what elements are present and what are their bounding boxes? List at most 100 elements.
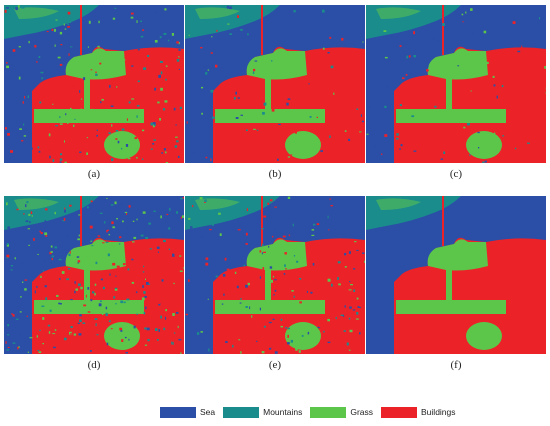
noise-speck: [111, 221, 114, 225]
noise-speck: [220, 286, 222, 289]
noise-speck: [259, 307, 261, 311]
noise-speck: [304, 292, 306, 296]
noise-speck: [202, 339, 205, 342]
noise-speck: [207, 69, 210, 71]
noise-speck: [263, 251, 266, 253]
noise-speck: [158, 74, 161, 78]
noise-speck: [180, 266, 182, 268]
noise-speck: [27, 351, 29, 353]
noise-speck: [25, 220, 29, 222]
noise-speck: [106, 342, 109, 346]
noise-speck: [517, 50, 521, 53]
map-a-svg: [4, 5, 184, 163]
noise-speck: [163, 108, 166, 111]
caption-c: (c): [449, 168, 463, 180]
noise-speck: [67, 23, 70, 25]
noise-speck: [107, 253, 110, 257]
noise-speck: [293, 295, 295, 298]
noise-speck: [390, 36, 393, 38]
noise-speck: [59, 161, 62, 163]
noise-speck: [131, 65, 134, 67]
noise-speck: [68, 20, 72, 23]
noise-speck: [160, 71, 163, 75]
mountains-grass-patch: [14, 198, 59, 210]
bridge: [442, 5, 444, 55]
noise-speck: [119, 236, 122, 239]
noise-speck: [172, 254, 175, 257]
noise-speck: [9, 64, 13, 66]
noise-speck: [493, 84, 496, 87]
noise-speck: [17, 5, 20, 8]
noise-speck: [106, 147, 110, 151]
noise-speck: [328, 229, 330, 231]
noise-speck: [378, 97, 381, 100]
noise-speck: [201, 112, 203, 115]
noise-speck: [427, 65, 429, 68]
noise-speck: [38, 87, 41, 90]
noise-speck: [190, 226, 193, 229]
noise-speck: [114, 287, 118, 289]
noise-speck: [247, 33, 249, 36]
noise-speck: [472, 32, 475, 35]
noise-speck: [143, 67, 147, 70]
noise-speck: [205, 262, 209, 266]
noise-speck: [226, 268, 230, 271]
noise-speck: [26, 201, 29, 204]
noise-speck: [340, 314, 344, 316]
noise-speck: [413, 150, 417, 152]
noise-speck: [148, 222, 151, 225]
noise-speck: [252, 71, 255, 74]
noise-speck: [140, 234, 144, 237]
noise-speck: [268, 321, 272, 324]
noise-speck: [335, 316, 337, 320]
noise-speck: [245, 306, 248, 308]
noise-speck: [348, 349, 351, 351]
noise-speck: [209, 229, 212, 231]
noise-speck: [256, 340, 258, 342]
noise-speck: [330, 65, 334, 69]
noise-speck: [6, 254, 10, 258]
noise-speck: [358, 76, 361, 80]
bridge: [261, 196, 263, 246]
noise-speck: [40, 232, 43, 235]
classification-map-e: [185, 196, 365, 354]
noise-speck: [286, 283, 290, 285]
noise-speck: [101, 301, 104, 304]
noise-speck: [267, 202, 270, 205]
noise-speck: [290, 154, 293, 156]
noise-speck: [94, 318, 98, 320]
grass-strip: [84, 256, 90, 306]
legend-label-buildings: Buildings: [421, 407, 456, 417]
noise-speck: [128, 251, 131, 253]
noise-speck: [145, 236, 148, 240]
noise-speck: [55, 125, 58, 127]
noise-speck: [62, 220, 65, 222]
noise-speck: [269, 199, 273, 202]
noise-speck: [278, 123, 281, 125]
noise-speck: [158, 321, 162, 324]
noise-speck: [69, 204, 72, 207]
noise-speck: [101, 98, 104, 101]
noise-speck: [161, 279, 164, 282]
noise-speck: [285, 327, 288, 329]
noise-speck: [146, 239, 149, 241]
noise-speck: [100, 300, 102, 302]
noise-speck: [272, 235, 274, 238]
noise-speck: [104, 221, 106, 224]
noise-speck: [115, 303, 117, 305]
noise-speck: [440, 158, 444, 160]
noise-speck: [444, 49, 448, 52]
noise-speck: [154, 40, 158, 43]
noise-speck: [207, 298, 209, 300]
noise-speck: [86, 152, 88, 155]
noise-speck: [176, 211, 179, 214]
grass-north: [65, 239, 126, 271]
noise-speck: [39, 230, 41, 233]
noise-speck: [217, 260, 219, 263]
noise-speck: [346, 342, 349, 346]
noise-speck: [261, 252, 263, 255]
noise-speck: [358, 122, 361, 125]
noise-speck: [227, 23, 230, 25]
noise-speck: [200, 38, 204, 41]
noise-speck: [182, 196, 184, 199]
